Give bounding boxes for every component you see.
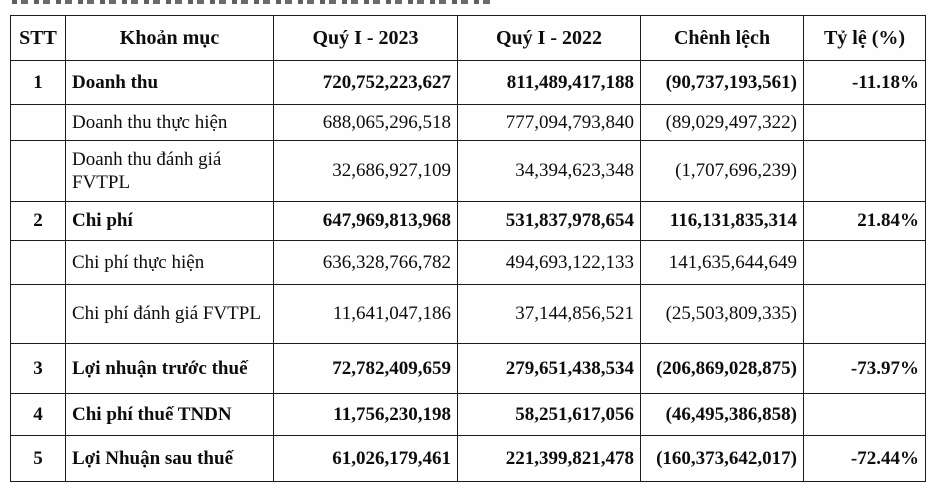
cell-ratio: -11.18% (803, 60, 926, 105)
header-cell-stt: STT (10, 15, 66, 61)
header-cell-label: Khoản mục (65, 15, 274, 61)
cell-label: Chi phí (65, 201, 274, 241)
cell-ratio (803, 240, 926, 285)
cell-label: Doanh thu thực hiện (65, 104, 274, 141)
cell-q1-2022: 221,399,821,478 (457, 435, 641, 482)
cell-q1-2023: 647,969,813,968 (273, 201, 458, 241)
cell-stt (10, 240, 66, 285)
cell-ratio (803, 284, 926, 344)
table-row: Doanh thu thực hiện 688,065,296,518 777,… (10, 104, 926, 141)
table-row: 2 Chi phí 647,969,813,968 531,837,978,65… (10, 201, 926, 241)
cell-q1-2022: 531,837,978,654 (457, 201, 641, 241)
table-row: 4 Chi phí thuế TNDN 11,756,230,198 58,25… (10, 393, 926, 436)
cell-stt (10, 140, 66, 202)
cell-ratio (803, 104, 926, 141)
cell-label: Chi phí đánh giá FVTPL (65, 284, 274, 344)
cell-stt: 2 (10, 201, 66, 241)
cell-q1-2022: 34,394,623,348 (457, 140, 641, 202)
cell-stt: 4 (10, 393, 66, 436)
cell-q1-2023: 636,328,766,782 (273, 240, 458, 285)
table-header-row: STT Khoản mục Quý I - 2023 Quý I - 2022 … (10, 15, 926, 61)
cell-stt: 5 (10, 435, 66, 482)
cell-q1-2023: 32,686,927,109 (273, 140, 458, 202)
table-row: 3 Lợi nhuận trước thuế 72,782,409,659 27… (10, 343, 926, 394)
cell-change: 141,635,644,649 (640, 240, 804, 285)
cell-stt (10, 284, 66, 344)
table-row: Doanh thu đánh giá FVTPL 32,686,927,109 … (10, 140, 926, 202)
cell-q1-2023: 61,026,179,461 (273, 435, 458, 482)
cell-change: (46,495,386,858) (640, 393, 804, 436)
cell-change: (160,373,642,017) (640, 435, 804, 482)
cell-q1-2022: 811,489,417,188 (457, 60, 641, 105)
cell-change: (206,869,028,875) (640, 343, 804, 394)
cell-q1-2023: 11,756,230,198 (273, 393, 458, 436)
header-cell-ratio: Tỷ lệ (%) (803, 15, 926, 61)
cell-q1-2023: 11,641,047,186 (273, 284, 458, 344)
table-row: Chi phí thực hiện 636,328,766,782 494,69… (10, 240, 926, 285)
cell-label: Lợi nhuận trước thuế (65, 343, 274, 394)
cell-change: (1,707,696,239) (640, 140, 804, 202)
table-row: 1 Doanh thu 720,752,223,627 811,489,417,… (10, 60, 926, 105)
cell-q1-2023: 72,782,409,659 (273, 343, 458, 394)
cell-ratio: -73.97% (803, 343, 926, 394)
cell-label: Doanh thu đánh giá FVTPL (65, 140, 274, 202)
cell-label: Doanh thu (65, 60, 274, 105)
table-row: 5 Lợi Nhuận sau thuế 61,026,179,461 221,… (10, 435, 926, 482)
cell-q1-2022: 494,693,122,133 (457, 240, 641, 285)
cell-label: Chi phí thuế TNDN (65, 393, 274, 436)
cell-change: (90,737,193,561) (640, 60, 804, 105)
cell-ratio: -72.44% (803, 435, 926, 482)
financial-results-table: STT Khoản mục Quý I - 2023 Quý I - 2022 … (10, 15, 926, 482)
cell-label: Lợi Nhuận sau thuế (65, 435, 274, 482)
table-row: Chi phí đánh giá FVTPL 11,641,047,186 37… (10, 284, 926, 344)
cell-q1-2022: 777,094,793,840 (457, 104, 641, 141)
cell-ratio: 21.84% (803, 201, 926, 241)
cell-change: 116,131,835,314 (640, 201, 804, 241)
cell-ratio (803, 393, 926, 436)
cell-stt: 3 (10, 343, 66, 394)
cell-q1-2022: 37,144,856,521 (457, 284, 641, 344)
header-cell-q1-2022: Quý I - 2022 (457, 15, 641, 61)
cell-stt (10, 104, 66, 141)
cell-label: Chi phí thực hiện (65, 240, 274, 285)
cell-q1-2022: 279,651,438,534 (457, 343, 641, 394)
cell-q1-2023: 688,065,296,518 (273, 104, 458, 141)
clipped-text-line (12, 0, 490, 4)
header-cell-change: Chênh lệch (640, 15, 804, 61)
cell-change: (25,503,809,335) (640, 284, 804, 344)
cell-q1-2022: 58,251,617,056 (457, 393, 641, 436)
cell-stt: 1 (10, 60, 66, 105)
cell-q1-2023: 720,752,223,627 (273, 60, 458, 105)
header-cell-q1-2023: Quý I - 2023 (273, 15, 458, 61)
cell-ratio (803, 140, 926, 202)
cell-change: (89,029,497,322) (640, 104, 804, 141)
